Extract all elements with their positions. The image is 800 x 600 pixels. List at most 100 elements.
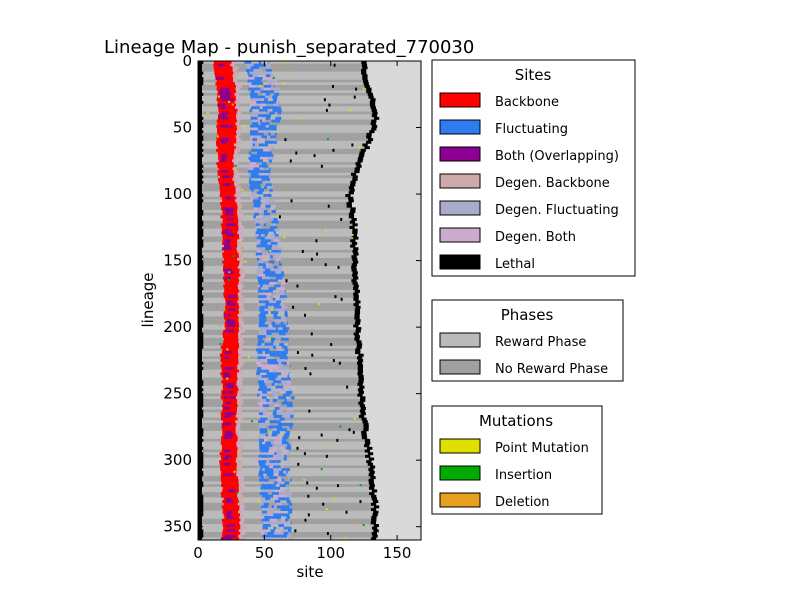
fluctuating-band <box>274 241 278 245</box>
fluctuating-band <box>285 468 290 472</box>
degen-backbone-band <box>238 276 244 280</box>
fluctuating-band <box>287 351 290 355</box>
backbone-band <box>221 444 237 448</box>
mutation-mark <box>349 108 352 111</box>
fluctuating-band <box>258 454 267 458</box>
fluctuating-band <box>262 252 270 256</box>
degen-backbone-band <box>237 377 243 381</box>
fluctuating-band <box>258 108 265 112</box>
backbone-band <box>223 249 238 253</box>
mutation-mark <box>239 239 242 242</box>
overlap-band <box>224 396 236 400</box>
lethal-left-band <box>198 300 202 304</box>
lethal-site <box>301 249 304 253</box>
fluctuating-band <box>268 425 275 429</box>
overlap-band <box>226 319 235 323</box>
phase-row <box>203 194 346 198</box>
lethal-right-band <box>359 151 365 155</box>
lethal-right-band <box>368 481 375 485</box>
fluctuating-band <box>276 100 281 104</box>
site-bands-layer <box>198 61 380 540</box>
degen-backbone-band <box>237 390 242 394</box>
lethal-right-band <box>371 108 377 112</box>
phase-row <box>203 175 353 179</box>
fluctuating-band <box>276 287 282 291</box>
fluctuating-band <box>254 210 262 213</box>
fluctuating-band <box>258 71 261 75</box>
phase-row <box>201 114 372 118</box>
fluctuating-band <box>287 534 293 538</box>
phase-row <box>201 420 363 424</box>
legend-title: Mutations <box>479 412 553 430</box>
fluctuating-band <box>252 122 259 126</box>
fluctuating-band <box>251 68 254 72</box>
overlap-band <box>223 457 229 461</box>
fluctuating-band <box>255 180 263 184</box>
phase-row <box>203 76 363 80</box>
degen-backbone-band <box>239 263 243 267</box>
degen-backbone-band <box>239 537 246 540</box>
fluctuating-band <box>262 180 271 184</box>
phase-row <box>201 103 370 107</box>
lethal-site <box>346 385 349 389</box>
fluctuating-band <box>272 390 281 394</box>
lethal-left-band <box>198 500 204 504</box>
mutation-mark <box>261 186 264 189</box>
fluctuating-band <box>268 263 272 267</box>
lethal-right-band <box>357 156 364 160</box>
backbone-band <box>218 167 233 171</box>
fluctuating-band <box>269 111 275 115</box>
lethal-left-band <box>198 273 202 277</box>
mutation-mark <box>353 521 356 524</box>
fluctuating-band <box>281 505 288 509</box>
lethal-left-band <box>198 183 202 187</box>
fluctuating-band <box>259 444 267 448</box>
fluctuating-band <box>280 295 285 299</box>
fluctuating-band <box>275 375 278 378</box>
lethal-site <box>298 436 301 440</box>
fluctuating-band <box>280 532 284 535</box>
fluctuating-band <box>279 417 285 421</box>
fluctuating-band <box>265 154 272 158</box>
lethal-right-band <box>366 132 372 136</box>
fluctuating-band <box>257 359 261 363</box>
fluctuating-band <box>274 500 281 504</box>
degen-backbone-band <box>236 473 243 477</box>
fluctuating-band <box>257 241 261 245</box>
fluctuating-band <box>250 143 253 147</box>
lethal-left-band <box>198 492 202 496</box>
overlap-band <box>224 239 231 243</box>
phase-row <box>201 98 371 102</box>
mutation-mark <box>282 61 285 63</box>
fluctuating-band <box>264 233 268 237</box>
backbone-band <box>219 452 237 456</box>
fluctuating-band <box>266 473 274 477</box>
fluctuating-band <box>275 79 278 83</box>
phase-row <box>201 478 369 482</box>
fluctuating-band <box>289 500 291 504</box>
fluctuating-band <box>249 178 252 182</box>
degen-backbone-band <box>238 481 243 485</box>
fluctuating-band <box>259 297 266 301</box>
lethal-left-band <box>198 297 204 301</box>
fluctuating-band <box>272 369 277 373</box>
phase-row <box>203 502 371 506</box>
fluctuating-band <box>284 388 290 392</box>
fluctuating-band <box>262 430 266 434</box>
fluctuating-band <box>272 367 280 370</box>
backbone-band <box>223 279 240 283</box>
fluctuating-band <box>269 484 274 488</box>
fluctuating-band <box>275 308 284 312</box>
fluctuating-band <box>273 249 279 253</box>
lethal-site <box>278 215 281 219</box>
fluctuating-band <box>271 433 278 437</box>
fluctuating-band <box>281 377 289 381</box>
fluctuating-band <box>284 481 290 485</box>
degen-backbone-band <box>237 401 244 405</box>
lethal-right-band <box>354 308 361 312</box>
fluctuating-band <box>290 364 291 368</box>
fluctuating-band <box>287 327 290 331</box>
fluctuating-band <box>288 508 293 512</box>
mutation-mark <box>318 303 321 306</box>
x-axis-label: site <box>296 563 323 581</box>
